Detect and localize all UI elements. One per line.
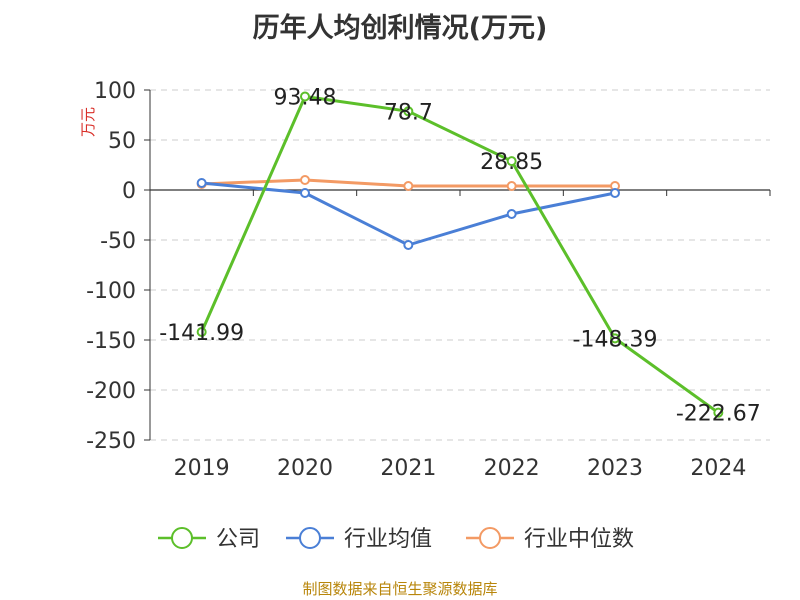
legend-marker <box>479 527 501 549</box>
data-point[interactable] <box>610 333 620 344</box>
data-label: -222.67 <box>676 402 761 427</box>
x-tick-label: 2021 <box>380 456 436 481</box>
series-line <box>200 95 720 414</box>
axes <box>144 89 771 441</box>
data-point[interactable] <box>403 181 414 191</box>
data-point[interactable] <box>300 91 310 102</box>
legend-marker <box>171 527 193 549</box>
data-point[interactable] <box>610 188 620 198</box>
y-tick-label: -150 <box>86 329 136 354</box>
grid-lines <box>150 89 770 441</box>
y-tick-label: 100 <box>94 79 136 104</box>
data-labels: -141.99 93.48 78.7 28.85 -148.39 -222.67 <box>159 86 761 427</box>
data-point[interactable] <box>300 188 310 198</box>
chart-title: 历年人均创利情况(万元) <box>252 13 548 44</box>
x-tick-label: 2019 <box>174 456 230 481</box>
data-point[interactable] <box>403 106 414 117</box>
legend-item[interactable]: 公司 <box>158 527 260 552</box>
data-label: -141.99 <box>159 321 244 346</box>
legend-label: 公司 <box>216 527 260 552</box>
data-point[interactable] <box>196 326 207 337</box>
legend: 公司 行业均值 行业中位数 <box>158 527 634 552</box>
y-tick-labels: 100 50 0 -50 -100 -150 -200 -250 <box>86 79 136 454</box>
y-tick-label: -50 <box>100 229 136 254</box>
x-tick-label: 2023 <box>587 456 643 481</box>
y-tick-label: -200 <box>86 379 136 404</box>
legend-item[interactable]: 行业中位数 <box>466 527 634 552</box>
x-tick-label: 2024 <box>690 456 746 481</box>
data-label: 78.7 <box>384 100 433 125</box>
x-tick-label: 2020 <box>277 456 333 481</box>
x-tick-labels: 2019 2020 2021 2022 2023 2024 <box>174 456 747 481</box>
y-tick-label: -100 <box>86 279 136 304</box>
legend-label: 行业均值 <box>344 527 432 552</box>
y-axis-unit: 万元 <box>79 107 97 137</box>
legend-marker <box>299 527 321 549</box>
data-point[interactable] <box>196 178 207 188</box>
data-point[interactable] <box>403 240 414 250</box>
y-tick-label: -250 <box>86 429 136 454</box>
y-tick-label: 50 <box>108 129 136 154</box>
data-point[interactable] <box>506 209 517 219</box>
y-tick-label: 0 <box>122 179 136 204</box>
data-label: 93.48 <box>274 86 337 111</box>
data-point[interactable] <box>506 156 517 167</box>
data-point[interactable] <box>713 407 724 418</box>
legend-item[interactable]: 行业均值 <box>286 527 432 552</box>
data-source: 制图数据来自恒生聚源数据库 <box>302 580 498 598</box>
series-points <box>196 91 724 418</box>
legend-label: 行业中位数 <box>524 527 634 552</box>
series-lines <box>200 95 720 414</box>
x-tick-label: 2022 <box>484 456 540 481</box>
data-point[interactable] <box>506 181 517 191</box>
data-point[interactable] <box>300 175 310 185</box>
data-label: 28.85 <box>480 150 543 175</box>
data-label: -148.39 <box>573 327 658 352</box>
